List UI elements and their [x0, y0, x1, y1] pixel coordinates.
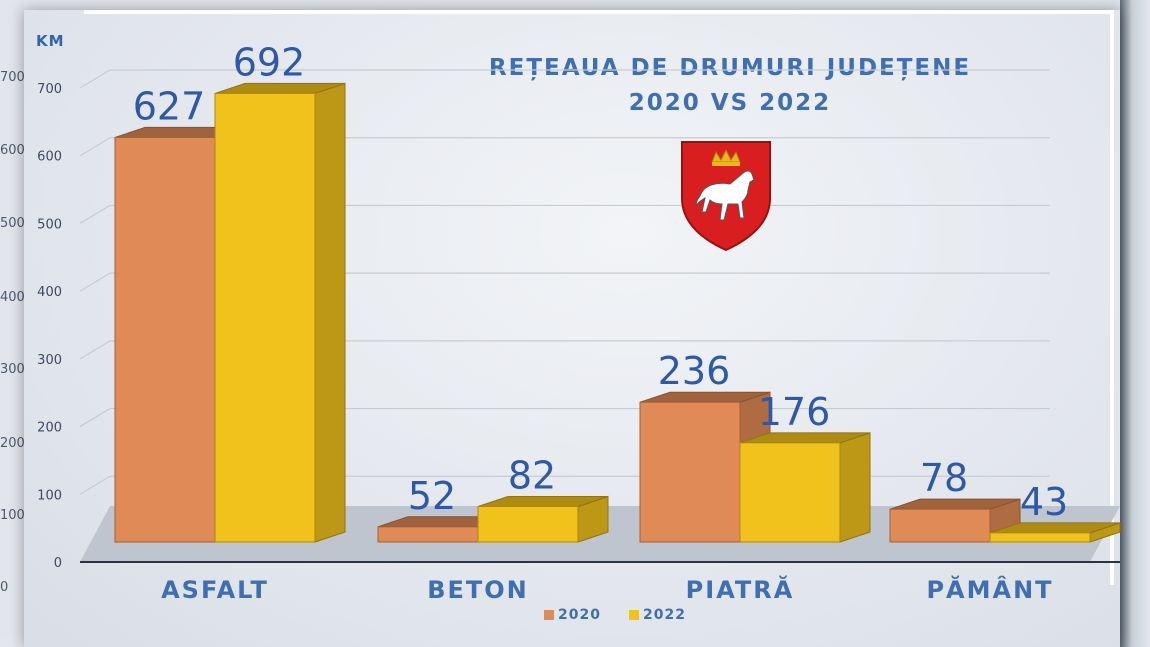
bar-2022-piatră — [739, 442, 841, 543]
gridline — [79, 204, 111, 224]
y-tick-label: 100 — [37, 488, 62, 503]
legend-swatch — [628, 610, 639, 620]
county-crest-icon — [681, 141, 771, 252]
legend: 2020 2022 — [544, 607, 686, 623]
y-tick-label: 200 — [37, 421, 62, 436]
ghost-tick-label: 500 — [0, 216, 25, 231]
data-label: 236 — [658, 349, 731, 393]
bar-2020-beton — [377, 526, 479, 543]
y-tick-label: 600 — [37, 150, 62, 165]
chart-title-line1: REȚEAUA DE DRUMURI JUDEȚENE — [488, 55, 972, 81]
ghost-tick-label: 400 — [0, 290, 25, 305]
data-label: 82 — [508, 453, 556, 497]
data-label: 692 — [233, 40, 306, 84]
data-label: 78 — [920, 456, 968, 500]
gridline — [79, 408, 111, 428]
ghost-right-strip — [1120, 0, 1150, 647]
x-category-label: BETON — [427, 576, 529, 604]
data-label: 176 — [758, 390, 831, 434]
y-tick-label: 300 — [37, 353, 62, 368]
gridline — [79, 69, 111, 89]
ghost-tick-label: 200 — [0, 436, 25, 451]
data-label: 627 — [133, 84, 206, 128]
ghost-left-strip: 700 600 500 400 300 200 100 0 — [0, 0, 25, 647]
bar-side — [314, 82, 346, 543]
bar-side — [839, 432, 871, 543]
legend-item-2022: 2022 — [628, 607, 686, 623]
gridline — [79, 272, 111, 292]
ghost-tick-label: 0 — [0, 580, 9, 595]
legend-item-2020: 2020 — [544, 607, 601, 623]
gridline — [79, 137, 111, 157]
x-category-label: PIATRĂ — [686, 574, 795, 604]
bar-2022-asfalt — [214, 92, 316, 543]
bar-2022-pământ — [989, 532, 1091, 543]
bar-2022-beton — [477, 505, 579, 543]
y-axis-unit-label: KM — [36, 32, 65, 50]
ghost-tick-label: 700 — [0, 70, 25, 85]
bar-2020-asfalt — [114, 136, 216, 543]
legend-label: 2022 — [642, 607, 686, 623]
legend-swatch — [544, 610, 554, 620]
bar-2020-pământ — [889, 508, 991, 543]
gridline — [79, 340, 111, 360]
y-tick-label: 500 — [37, 217, 62, 232]
y-tick-label: 700 — [37, 82, 62, 97]
bar-2020-piatră — [639, 401, 741, 543]
gridline — [79, 475, 111, 495]
ghost-tick-label: 600 — [0, 143, 25, 158]
y-tick-label: 0 — [54, 556, 62, 571]
data-label: 52 — [408, 474, 456, 518]
x-category-label: ASFALT — [161, 576, 269, 604]
chart-title-line2: 2020 VS 2022 — [628, 90, 832, 116]
ghost-tick-label: 300 — [0, 362, 25, 377]
frame-line-right — [1110, 10, 1114, 585]
data-label: 43 — [1020, 480, 1068, 524]
frame-line-top — [84, 10, 1114, 14]
ghost-tick-label: 100 — [0, 508, 25, 523]
y-tick-label: 400 — [37, 285, 62, 300]
legend-label: 2020 — [558, 607, 601, 623]
x-category-label: PĂMÂNT — [926, 574, 1053, 604]
